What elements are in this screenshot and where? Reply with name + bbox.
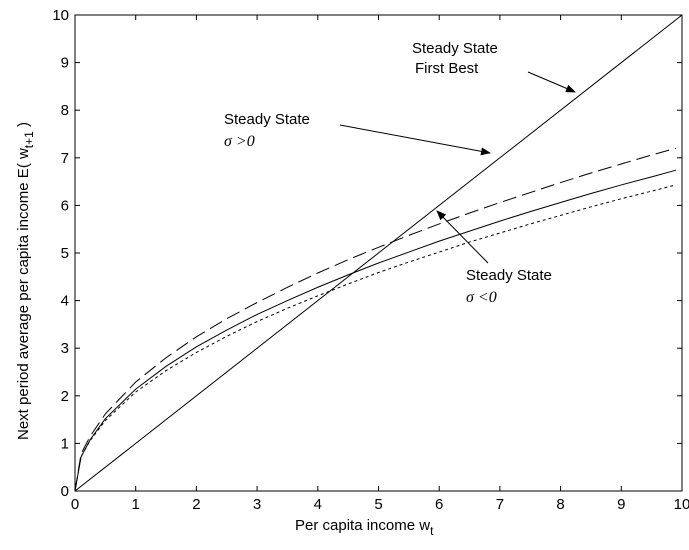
y-tick-label: 2 bbox=[61, 388, 69, 405]
y-tick-label: 6 bbox=[61, 197, 69, 214]
x-tick-label: 3 bbox=[253, 496, 261, 513]
x-tick-label: 1 bbox=[132, 496, 140, 513]
annotation-first-best-line1: Steady State bbox=[412, 40, 498, 57]
x-tick-label: 4 bbox=[314, 496, 322, 513]
annotation-sigma-neg-line1: Steady State bbox=[466, 267, 552, 284]
y-tick-label: 10 bbox=[52, 7, 69, 24]
y-tick-label: 3 bbox=[61, 340, 69, 357]
x-tick-label: 2 bbox=[192, 496, 200, 513]
x-tick-label: 10 bbox=[674, 496, 689, 513]
y-axis-title-close: ) bbox=[15, 122, 32, 131]
annotations: Steady State First Best Steady State σ >… bbox=[224, 40, 576, 306]
series-line-solid bbox=[74, 169, 677, 492]
axis-titles: Per capita income wt Next period average… bbox=[15, 122, 434, 538]
series-group bbox=[74, 14, 683, 492]
y-tick-label: 9 bbox=[61, 55, 69, 72]
annotation-sigma-pos-line1: Steady State bbox=[224, 111, 310, 128]
annotation-sigma-neg-arrow bbox=[436, 210, 489, 264]
series-line-dashed-long bbox=[74, 147, 677, 492]
x-axis-title: Per capita income wt bbox=[295, 517, 434, 538]
series-line-solid bbox=[74, 14, 683, 492]
y-tick-label: 8 bbox=[61, 102, 69, 119]
x-tick-label: 9 bbox=[617, 496, 625, 513]
y-axis-title-main: Next period average per capita income E(… bbox=[15, 148, 32, 440]
x-tick-label: 7 bbox=[496, 496, 504, 513]
annotation-first-best-line2: First Best bbox=[415, 60, 479, 77]
annotation-sigma-pos-line2: σ >0 bbox=[224, 133, 255, 150]
x-axis-title-sub: t bbox=[430, 524, 434, 538]
y-axis-title-sub: t+1 bbox=[22, 131, 36, 148]
y-tick-label: 7 bbox=[61, 150, 69, 167]
annotation-sigma-neg-line2: σ <0 bbox=[466, 289, 497, 306]
annotation-sigma-pos-arrow bbox=[339, 124, 491, 156]
y-tick-label: 4 bbox=[61, 293, 69, 310]
y-tick-label: 5 bbox=[61, 245, 69, 262]
y-tick-label: 1 bbox=[61, 435, 69, 452]
x-tick-label: 6 bbox=[435, 496, 443, 513]
x-tick-label: 5 bbox=[374, 496, 382, 513]
x-tick-label: 0 bbox=[71, 496, 79, 513]
axis-ticks: 0 1 2 3 4 5 6 7 8 9 10 0 1 2 3 4 5 6 7 8 9 10 bbox=[52, 7, 689, 513]
x-tick-label: 8 bbox=[556, 496, 564, 513]
x-axis-title-main: Per capita income w bbox=[295, 517, 430, 534]
y-tick-label: 0 bbox=[61, 483, 69, 500]
y-axis-title: Next period average per capita income E(… bbox=[15, 122, 36, 440]
annotation-first-best-arrow bbox=[527, 71, 576, 93]
